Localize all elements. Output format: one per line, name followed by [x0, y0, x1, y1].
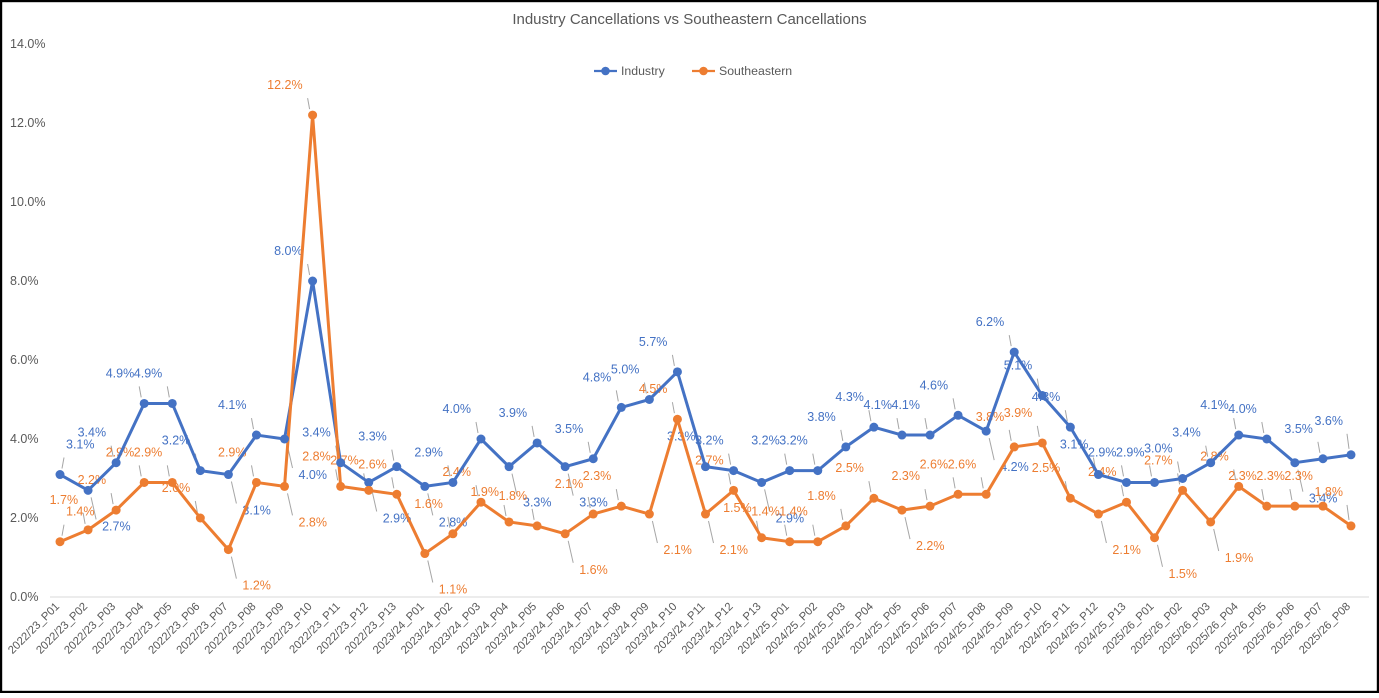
svg-text:1.8%: 1.8%: [499, 489, 528, 503]
svg-text:1.6%: 1.6%: [579, 563, 608, 577]
svg-text:4.1%: 4.1%: [892, 398, 921, 412]
svg-text:2.2%: 2.2%: [916, 539, 945, 553]
svg-text:8.0%: 8.0%: [274, 244, 303, 258]
svg-text:1.6%: 1.6%: [414, 497, 443, 511]
svg-text:3.4%: 3.4%: [78, 426, 107, 440]
svg-text:2.9%: 2.9%: [414, 445, 443, 459]
svg-text:2.3%: 2.3%: [1256, 469, 1285, 483]
svg-text:3.8%: 3.8%: [807, 410, 836, 424]
svg-text:2.9%: 2.9%: [134, 445, 163, 459]
svg-text:1.8%: 1.8%: [1315, 485, 1344, 499]
svg-text:1.8%: 1.8%: [807, 489, 836, 503]
svg-text:1.9%: 1.9%: [471, 485, 500, 499]
svg-text:2.9%: 2.9%: [1116, 445, 1145, 459]
svg-text:2.3%: 2.3%: [892, 469, 921, 483]
svg-text:4.9%: 4.9%: [134, 366, 163, 380]
svg-text:1.5%: 1.5%: [1169, 567, 1198, 581]
svg-text:1.4%: 1.4%: [751, 505, 780, 519]
svg-text:4.0%: 4.0%: [443, 402, 472, 416]
svg-text:2.1%: 2.1%: [1112, 543, 1141, 557]
svg-text:2.7%: 2.7%: [1144, 453, 1173, 467]
svg-text:4.1%: 4.1%: [864, 398, 893, 412]
svg-text:2.9%: 2.9%: [1088, 445, 1117, 459]
svg-text:4.0%: 4.0%: [299, 468, 328, 482]
svg-text:3.2%: 3.2%: [779, 434, 808, 448]
svg-text:2.7%: 2.7%: [102, 519, 131, 533]
svg-text:1.1%: 1.1%: [439, 583, 468, 597]
svg-text:2.0%: 2.0%: [10, 511, 39, 525]
svg-text:4.6%: 4.6%: [920, 378, 949, 392]
svg-text:0.0%: 0.0%: [10, 590, 39, 604]
svg-text:4.0%: 4.0%: [10, 432, 39, 446]
svg-text:12.2%: 12.2%: [267, 78, 302, 92]
svg-text:2.6%: 2.6%: [948, 457, 977, 471]
svg-text:3.3%: 3.3%: [358, 430, 387, 444]
svg-text:4.9%: 4.9%: [106, 366, 135, 380]
svg-text:14.0%: 14.0%: [10, 37, 45, 51]
svg-text:2.5%: 2.5%: [835, 461, 864, 475]
svg-text:1.4%: 1.4%: [779, 505, 808, 519]
svg-text:3.4%: 3.4%: [302, 426, 331, 440]
svg-text:6.2%: 6.2%: [976, 315, 1005, 329]
svg-text:3.2%: 3.2%: [751, 434, 780, 448]
svg-text:3.5%: 3.5%: [1284, 422, 1313, 436]
svg-text:3.6%: 3.6%: [1315, 414, 1344, 428]
svg-text:Industry: Industry: [621, 64, 666, 78]
svg-text:1.9%: 1.9%: [1225, 551, 1254, 565]
svg-text:10.0%: 10.0%: [10, 195, 45, 209]
svg-text:1.2%: 1.2%: [242, 579, 271, 593]
svg-text:4.1%: 4.1%: [1200, 398, 1229, 412]
svg-text:3.9%: 3.9%: [1004, 406, 1033, 420]
svg-text:2.8%: 2.8%: [302, 449, 331, 463]
svg-text:3.4%: 3.4%: [1172, 426, 1201, 440]
svg-text:2.3%: 2.3%: [1284, 469, 1313, 483]
svg-text:4.1%: 4.1%: [218, 398, 247, 412]
svg-text:5.0%: 5.0%: [611, 363, 640, 377]
svg-text:2.8%: 2.8%: [299, 515, 328, 529]
svg-text:4.3%: 4.3%: [835, 390, 864, 404]
svg-text:5.7%: 5.7%: [639, 335, 668, 349]
svg-text:4.0%: 4.0%: [1228, 402, 1257, 416]
svg-text:3.3%: 3.3%: [579, 496, 608, 510]
svg-text:2.1%: 2.1%: [720, 543, 749, 557]
svg-text:1.7%: 1.7%: [50, 493, 79, 507]
svg-text:12.0%: 12.0%: [10, 116, 45, 130]
svg-text:2.6%: 2.6%: [358, 457, 387, 471]
svg-text:8.0%: 8.0%: [10, 274, 39, 288]
svg-text:2.1%: 2.1%: [663, 543, 692, 557]
svg-text:4.8%: 4.8%: [583, 370, 612, 384]
svg-text:2.3%: 2.3%: [583, 469, 612, 483]
svg-text:Southeastern: Southeastern: [719, 64, 792, 78]
svg-text:2.6%: 2.6%: [920, 457, 949, 471]
svg-text:3.5%: 3.5%: [555, 422, 584, 436]
svg-text:3.3%: 3.3%: [523, 496, 552, 510]
svg-text:3.9%: 3.9%: [499, 406, 528, 420]
svg-text:6.0%: 6.0%: [10, 353, 39, 367]
svg-text:Industry Cancellations vs Sout: Industry Cancellations vs Southeastern C…: [512, 11, 866, 28]
svg-text:2.1%: 2.1%: [555, 477, 584, 491]
svg-text:2.3%: 2.3%: [1228, 469, 1257, 483]
